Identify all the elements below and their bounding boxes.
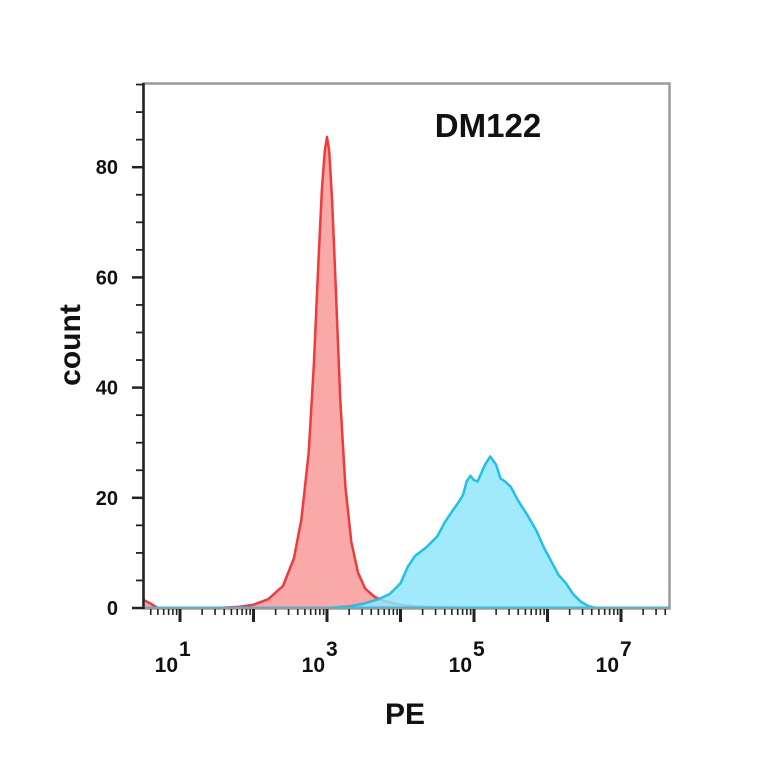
y-axis-label: count bbox=[54, 304, 87, 386]
series-sample bbox=[143, 455, 669, 610]
x-tick-label: 10 bbox=[302, 654, 325, 677]
x-tick-label: 10 bbox=[449, 654, 472, 677]
chart-title: DM122 bbox=[435, 107, 541, 144]
x-tick-exponent: 5 bbox=[473, 638, 485, 661]
y-tick-label: 0 bbox=[107, 598, 118, 620]
series-layer bbox=[142, 135, 670, 610]
x-tick-exponent: 1 bbox=[179, 638, 191, 661]
y-tick-label: 20 bbox=[96, 488, 118, 510]
y-tick-label: 40 bbox=[96, 378, 118, 400]
y-axis-ticks: 0 20 40 60 80 bbox=[96, 83, 143, 620]
x-tick-exponent: 3 bbox=[326, 638, 338, 661]
x-axis-label: PE bbox=[385, 698, 425, 731]
x-tick-label: 10 bbox=[596, 654, 619, 677]
plot-frame bbox=[142, 82, 671, 610]
y-tick-label: 80 bbox=[96, 157, 118, 179]
series-control bbox=[142, 135, 669, 610]
x-tick-label: 10 bbox=[155, 654, 178, 677]
x-tick-exponent: 7 bbox=[620, 638, 632, 661]
y-tick-label: 60 bbox=[96, 267, 118, 289]
